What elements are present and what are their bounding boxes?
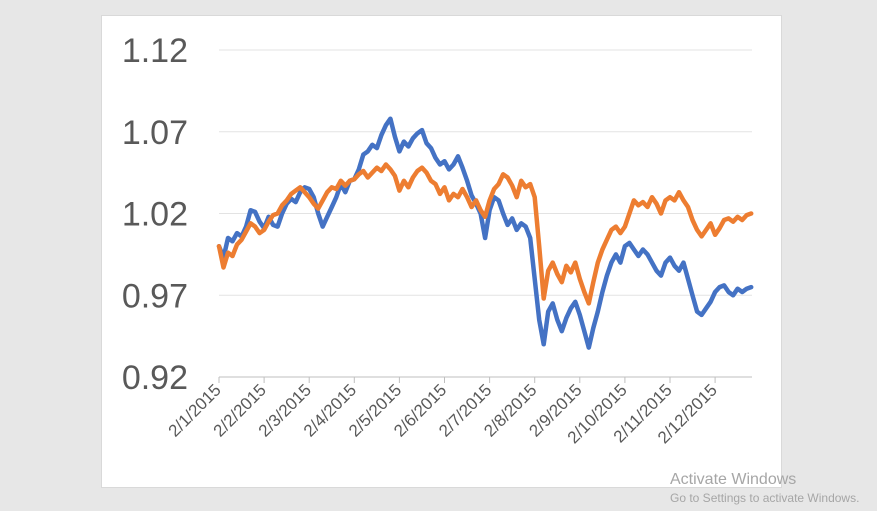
y-tick-label: 1.12 [122,32,188,70]
watermark-subtitle: Go to Settings to activate Windows. [670,491,860,505]
x-axis-tick-labels: 2/1/20152/2/20152/3/20152/4/20152/5/2015… [165,377,721,447]
y-axis-tick-labels: 0.92 0.97 1.02 1.07 1.12 [122,32,188,397]
y-tick-label: 0.92 [122,359,188,397]
series-line-1 [216,116,754,350]
series-line-2 [216,162,754,306]
watermark-title: Activate Windows [670,471,797,488]
y-tick-label: 1.07 [122,114,188,152]
line-chart: 0.92 0.97 1.02 1.07 1.12 2/1/20152/2/20152/3… [122,32,754,447]
chart-panel: 0.92 0.97 1.02 1.07 1.12 2/1/2015 2/2/2015 2/3… [101,15,782,488]
y-tick-label: 1.02 [122,196,188,234]
series-lines [216,116,754,350]
y-tick-label: 0.97 [122,277,188,315]
activate-windows-watermark: Activate Windows Go to Settings to activ… [670,470,859,506]
